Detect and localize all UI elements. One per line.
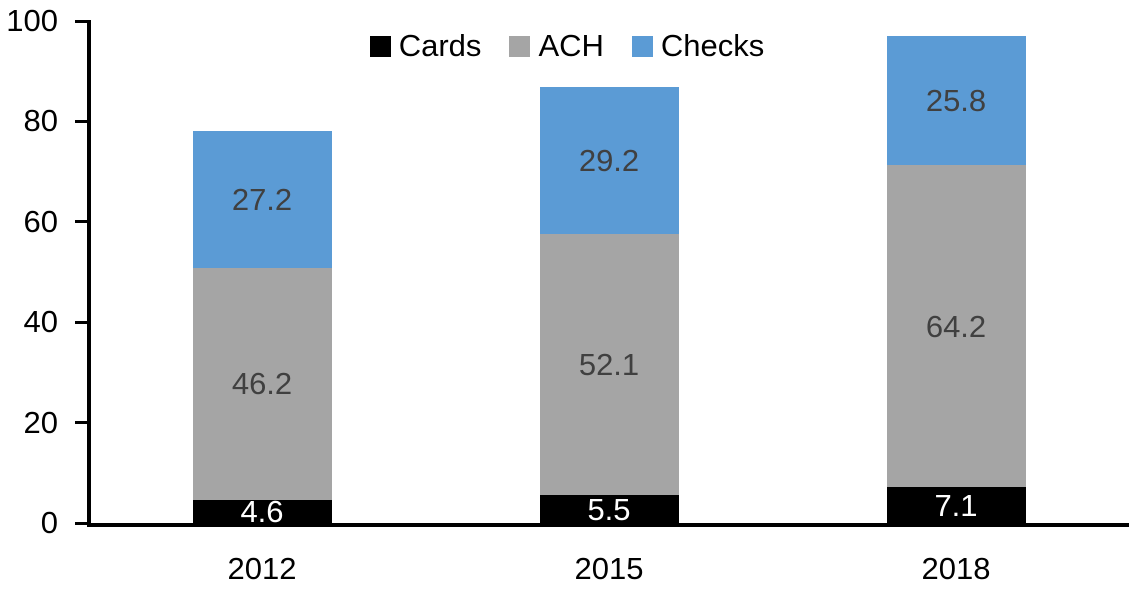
legend-label: Checks [660,28,765,63]
legend-label: ACH [538,28,604,63]
segment-value-label: 29.2 [578,143,640,179]
y-axis-tick [75,521,87,525]
y-axis-line [87,20,91,527]
bar-segment-checks-2015: 29.2 [539,87,679,234]
y-axis-tick [75,220,87,224]
bar-segment-cards-2012: 4.6 [192,496,332,527]
y-axis-tick [75,421,87,425]
segment-value-label: 52.1 [578,347,640,383]
bar-segment-checks-2018: 25.8 [886,35,1026,166]
x-axis-line [87,523,1129,527]
y-axis-tick [75,119,87,123]
segment-value-label: 25.8 [925,82,987,118]
bar-segment-ach-2015: 52.1 [539,233,679,496]
y-axis-tick [75,320,87,324]
y-axis-tick-label: 20 [23,404,58,440]
y-axis-tick-label: 100 [6,3,58,38]
legend-item-cards: Cards [369,28,482,64]
legend-item-ach: ACH [509,28,604,64]
bar-segment-ach-2012: 46.2 [192,267,332,500]
segment-value-label: 46.2 [231,366,293,402]
segment-value-label: 4.6 [240,493,284,529]
segment-value-label: 27.2 [231,182,293,218]
y-axis-tick [75,19,87,23]
legend-label: Cards [398,28,482,63]
legend-swatch-cards [369,35,391,57]
legend-item-checks: Checks [631,28,765,64]
bar-segment-cards-2018: 7.1 [886,487,1026,523]
segment-value-label: 64.2 [925,308,987,344]
legend-swatch-ach [509,35,531,57]
bar-segment-cards-2015: 5.5 [539,491,679,527]
segment-value-label: 7.1 [934,487,978,523]
x-axis-category-label: 2012 [227,551,297,586]
y-axis-tick-label: 0 [40,505,58,540]
x-axis-category-label: 2015 [574,551,644,586]
x-axis-category-label: 2018 [921,551,991,586]
y-axis-tick-label: 40 [23,304,58,340]
legend-swatch-checks [631,35,653,57]
segment-value-label: 5.5 [587,491,631,527]
bar-segment-checks-2012: 27.2 [192,131,332,268]
chart-legend: Cards ACH Checks [0,28,1134,64]
bar-segment-ach-2018: 64.2 [886,165,1026,488]
y-axis-tick-label: 60 [23,203,58,239]
y-axis-tick-label: 80 [23,103,58,139]
